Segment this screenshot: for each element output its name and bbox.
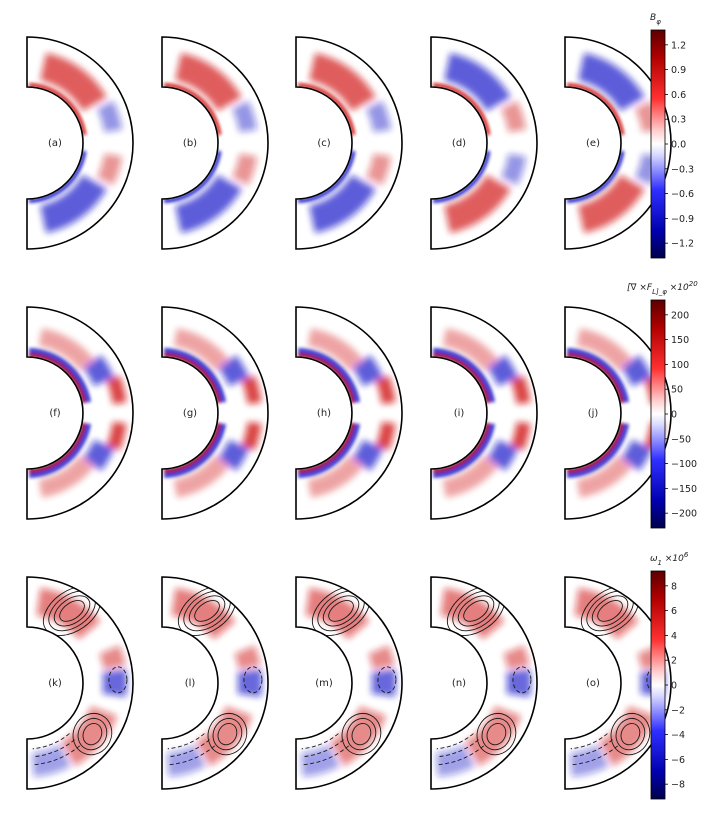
panel: (n) (430, 576, 538, 790)
colorbar-tick-label: 200 (671, 310, 689, 321)
panel-grid: (a) (b) (c) (d) (e) (f) (g) (h) (i) (j) (k) (l) (m) (… (26, 36, 672, 790)
field-map (565, 307, 671, 519)
panel: (e) (564, 36, 672, 250)
colorbar-tick-label: −4 (671, 730, 685, 741)
annulus-outline (161, 576, 269, 790)
colorbar: Bφ 1.2 0.9 0.6 0.3 0.0 −0.3 −0.6 −0.9 −1.2 (650, 13, 694, 259)
colorbar-tick-label: 2 (671, 656, 677, 667)
colorbar-tick-label: 0 (671, 681, 677, 692)
colorbar-tick-label: −150 (671, 484, 697, 495)
colorbar-tick-label: 50 (671, 385, 683, 396)
panel-label: (i) (454, 408, 465, 419)
panel: (f) (26, 306, 134, 520)
panel: (c) (295, 36, 403, 250)
colorbar-tick-label: −0.9 (671, 214, 694, 225)
panel: (b) (161, 36, 269, 250)
panel: (h) (295, 306, 403, 520)
field-map (162, 37, 268, 249)
annulus-outline (430, 576, 538, 790)
panel: (l) (161, 576, 269, 790)
panel-label: (a) (48, 138, 62, 149)
colorbar-group: Bφ 1.2 0.9 0.6 0.3 0.0 −0.3 −0.6 −0.9 −1.2 [∇ ×FL]… (627, 13, 698, 800)
panel-label: (m) (315, 678, 333, 689)
colorbar-gradient (650, 29, 666, 259)
field-map (296, 307, 402, 519)
field-map (431, 307, 537, 519)
panel: (a) (26, 36, 134, 250)
annulus-outline (430, 306, 538, 520)
panel-label: (l) (185, 678, 196, 689)
colorbar-tick-label: 0.9 (671, 65, 686, 76)
panel: (m) (295, 576, 403, 790)
colorbar-tick-label: 0.6 (671, 90, 686, 101)
annulus-outline (564, 36, 672, 250)
colorbar-tick-label: 8 (671, 581, 677, 592)
panel-label: (c) (317, 138, 330, 149)
colorbar-gradient (650, 299, 666, 529)
colorbar-tick-label: −2 (671, 705, 685, 716)
annulus-outline (26, 576, 134, 790)
annulus-outline (26, 36, 134, 250)
colorbar-title: [∇ ×FL]_φ ×1020 (627, 280, 698, 296)
field-map (296, 577, 402, 789)
colorbar-tick-label: 0.3 (671, 115, 686, 126)
panel-label: (g) (183, 408, 197, 419)
colorbar-tick-label: −50 (671, 434, 691, 445)
panel: (d) (430, 36, 538, 250)
colorbar-gradient (650, 570, 666, 800)
panel-label: (f) (49, 408, 60, 419)
colorbar-tick-label: 100 (671, 360, 689, 371)
colorbar-tick-label: 0 (671, 410, 677, 421)
field-map (431, 37, 537, 249)
panel-label: (n) (452, 678, 466, 689)
field-map (565, 37, 671, 249)
annulus-outline (430, 36, 538, 250)
colorbar-tick-label: 6 (671, 606, 677, 617)
panel-label: (d) (452, 138, 466, 149)
panel-label: (e) (586, 138, 600, 149)
annulus-outline (295, 36, 403, 250)
panel-label: (h) (317, 408, 331, 419)
panel-label: (k) (48, 678, 62, 689)
colorbar-title: ω1 ×106 (650, 551, 689, 567)
colorbar-tick-label: 150 (671, 335, 689, 346)
panel-label: (b) (183, 138, 197, 149)
annulus-outline (161, 306, 269, 520)
colorbar-tick-label: −200 (671, 509, 697, 520)
field-map (27, 37, 133, 249)
colorbar: [∇ ×FL]_φ ×1020 200 150 100 50 0 −50 −100 −150 −2… (627, 280, 698, 529)
colorbar-title: Bφ (650, 13, 661, 26)
colorbar-tick-label: 4 (671, 631, 677, 642)
colorbar-tick-label: 1.2 (671, 40, 686, 51)
field-map (431, 577, 537, 789)
colorbar-tick-label: −0.6 (671, 189, 694, 200)
field-map (27, 307, 133, 519)
colorbar-tick-label: −1.2 (671, 239, 694, 250)
colorbar-tick-label: 0.0 (671, 140, 686, 151)
panel: (k) (26, 576, 134, 790)
colorbar-tick-label: −8 (671, 780, 685, 791)
panel: (i) (430, 306, 538, 520)
annulus-outline (295, 576, 403, 790)
panel-label: (o) (586, 678, 600, 689)
panel-label: (j) (588, 408, 599, 419)
colorbar-tick-label: −0.3 (671, 164, 694, 175)
annulus-outline (295, 306, 403, 520)
field-map (162, 307, 268, 519)
annulus-outline (161, 36, 269, 250)
annulus-outline (564, 576, 672, 790)
annulus-outline (564, 306, 672, 520)
annulus-outline (26, 306, 134, 520)
colorbar: ω1 ×106 8 6 4 2 0 −2 −4 −6 −8 (650, 551, 689, 800)
panel: (j) (564, 306, 672, 520)
panel: (g) (161, 306, 269, 520)
field-map (162, 577, 268, 789)
colorbar-tick-label: −6 (671, 755, 685, 766)
colorbar-tick-label: −100 (671, 459, 697, 470)
field-map (296, 37, 402, 249)
field-map (27, 577, 133, 789)
